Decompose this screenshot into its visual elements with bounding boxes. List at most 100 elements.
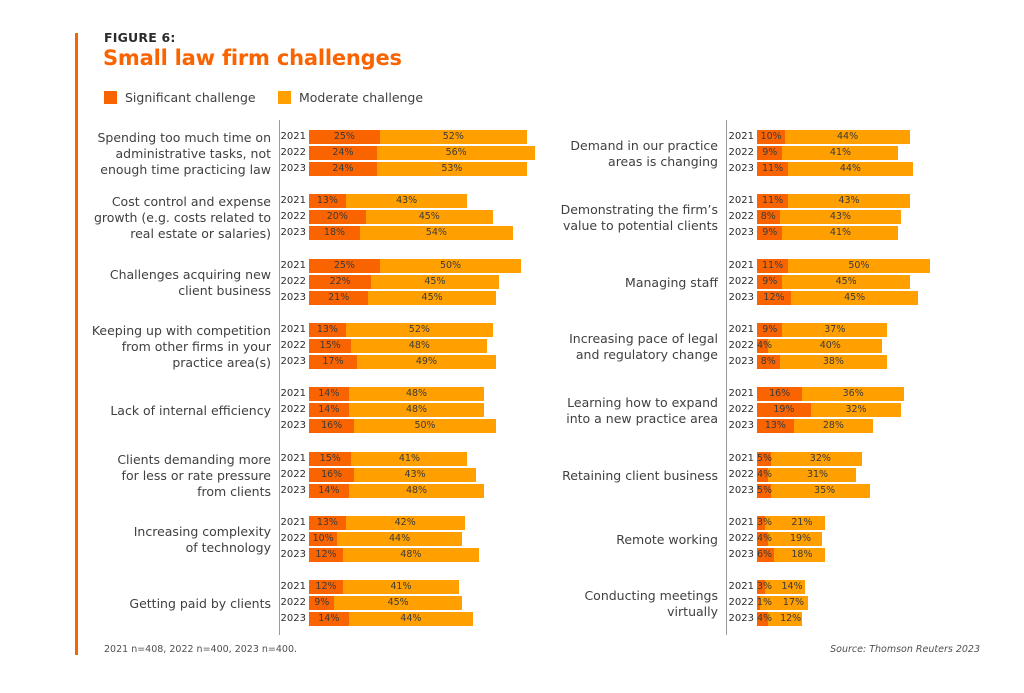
category-label-text: Increasing complexity of technology <box>134 524 271 556</box>
category-label: Remote working <box>538 512 718 568</box>
data-label-significant: 12% <box>315 548 337 560</box>
data-label-significant: 18% <box>323 227 346 239</box>
data-label-moderate: 45% <box>844 291 866 303</box>
bar-moderate <box>376 162 527 176</box>
data-label-moderate: 32% <box>809 452 831 464</box>
category-label-line: Demonstrating the firm’s <box>560 202 718 218</box>
bar-moderate <box>765 580 806 595</box>
category-label-line: Challenges acquiring new <box>109 266 271 282</box>
category-label-text: Conducting meetings virtually <box>584 588 718 620</box>
data-label-significant: 21% <box>328 291 350 303</box>
category-label-line: client business <box>178 282 271 298</box>
data-label-moderate: 43% <box>829 211 852 223</box>
year-label: 2023 <box>728 420 754 432</box>
bar-significant <box>757 467 769 482</box>
data-label-moderate: 42% <box>394 516 416 528</box>
data-label-significant: 4% <box>757 339 773 351</box>
bar-moderate <box>354 467 476 482</box>
axis-line-left <box>279 120 280 635</box>
data-label-significant: 17% <box>322 355 344 367</box>
bar-moderate <box>348 387 485 402</box>
data-label-significant: 9% <box>314 597 330 609</box>
data-label-significant: 11% <box>762 259 784 271</box>
bar-significant <box>757 515 766 530</box>
data-label-moderate: 37% <box>824 323 846 335</box>
year-label: 2022 <box>280 468 306 480</box>
bar-significant <box>757 290 791 305</box>
bar-significant <box>309 146 377 160</box>
sample-size-footnote: 2021 n=408, 2022 n=400, 2023 n=400. <box>104 644 298 655</box>
category-label-line: Keeping up with competition <box>91 322 271 338</box>
bar-moderate <box>768 531 823 546</box>
data-label-significant: 13% <box>764 420 786 432</box>
category-label-line: from clients <box>197 483 271 499</box>
bar-moderate <box>376 146 536 160</box>
data-label-moderate: 40% <box>819 339 841 351</box>
bar-moderate <box>351 451 468 466</box>
bar-significant <box>757 483 772 498</box>
data-label-moderate: 45% <box>424 275 446 287</box>
category-label-line: administrative tasks, not <box>115 146 271 161</box>
category-label-line: Lack of internal efficiency <box>110 403 271 419</box>
data-label-significant: 20% <box>326 211 348 223</box>
data-label-moderate: 35% <box>814 484 836 496</box>
data-label-moderate: 48% <box>400 548 422 560</box>
year-label: 2023 <box>728 291 754 303</box>
bar-moderate <box>782 274 910 289</box>
data-label-significant: 25% <box>333 131 355 142</box>
bar-moderate <box>771 483 871 498</box>
category-label-line: Retaining client business <box>562 467 718 483</box>
bar-moderate <box>779 210 902 225</box>
bar-significant <box>309 194 346 209</box>
bar-significant <box>757 547 774 562</box>
data-label-significant: 16% <box>321 468 343 480</box>
category-label-line: and regulatory change <box>575 346 718 362</box>
category-label: Keeping up with competition from other fi… <box>71 319 271 375</box>
data-label-significant: 13% <box>316 323 338 335</box>
bar-significant <box>309 531 338 546</box>
bar-significant <box>757 580 766 595</box>
data-label-moderate: 38% <box>822 355 844 367</box>
category-label-line: Spending too much time on <box>97 130 271 145</box>
year-label: 2021 <box>728 323 754 335</box>
data-label-moderate: 49% <box>415 355 437 367</box>
data-label-moderate: 45% <box>421 291 443 303</box>
data-label-moderate: 48% <box>408 339 430 351</box>
year-label: 2023 <box>280 291 306 303</box>
data-label-significant: 9% <box>762 147 778 158</box>
bar-moderate <box>368 290 496 305</box>
bar-moderate <box>365 210 493 225</box>
data-label-moderate: 43% <box>404 468 426 480</box>
bar-significant <box>757 194 789 209</box>
data-label-moderate: 17% <box>782 597 805 609</box>
category-label-line: for less or rate pressure <box>121 467 271 483</box>
data-label-moderate: 50% <box>414 420 436 432</box>
bar-moderate <box>359 226 513 241</box>
data-label-significant: 8% <box>760 355 776 367</box>
category-label: Increasing pace of legal and regulatory c… <box>538 319 718 375</box>
data-label-moderate: 48% <box>405 484 428 496</box>
bar-moderate <box>779 354 888 369</box>
category-label-line: Getting paid by clients <box>129 596 271 612</box>
bar-moderate <box>345 515 465 530</box>
axis-line-right <box>726 120 727 635</box>
legend-swatch-moderate <box>278 91 291 104</box>
category-label: Spending too much time on administrative … <box>71 126 271 182</box>
category-label-line: Learning how to expand <box>567 395 718 411</box>
bar-moderate <box>379 258 522 273</box>
legend-label-moderate: Moderate challenge <box>299 90 424 105</box>
data-label-significant: 24% <box>332 163 354 174</box>
data-label-significant: 5% <box>757 452 773 464</box>
data-label-significant: 19% <box>773 404 795 416</box>
year-label: 2022 <box>280 147 306 158</box>
data-label-significant: 3% <box>757 516 773 528</box>
category-label-text: Demand in our practice areas is changing <box>570 138 718 170</box>
category-label-text: Managing staff <box>625 275 718 291</box>
year-label: 2022 <box>728 468 754 480</box>
data-label-significant: 13% <box>316 195 338 207</box>
data-label-significant: 24% <box>332 147 354 158</box>
data-label-significant: 1% <box>757 597 773 609</box>
bar-moderate <box>790 290 919 305</box>
bar-significant <box>309 580 343 595</box>
bar-moderate <box>371 274 499 289</box>
